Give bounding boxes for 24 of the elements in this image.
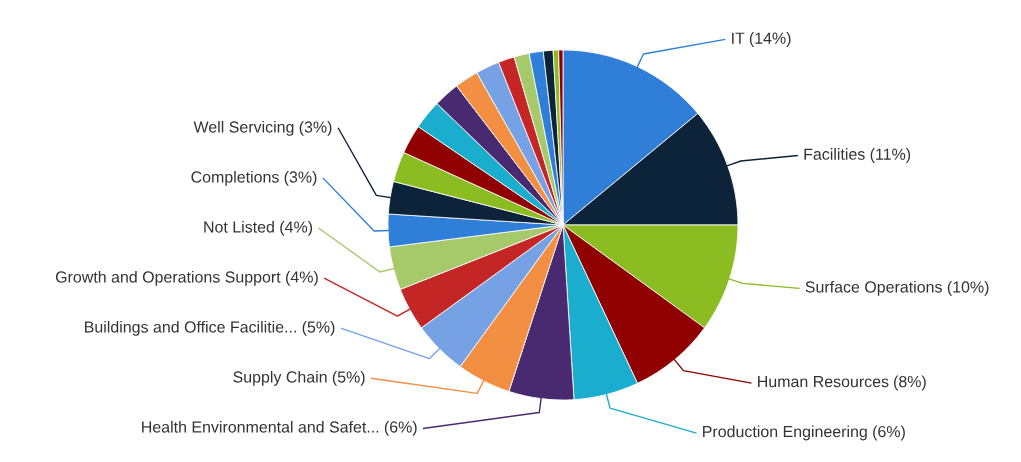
- slice-label: Completions: [191, 170, 279, 186]
- data-label: (8%): [894, 375, 926, 391]
- slice-label: Production Engineering: [703, 425, 867, 441]
- slice-label: Facilities: [804, 148, 865, 160]
- data-label: (11%): [870, 148, 911, 163]
- slice-label: Health Environmental and Safet...: [142, 420, 379, 433]
- slice-label: Human Resources: [758, 376, 889, 388]
- slice-label: Supply Chain: [233, 370, 327, 386]
- slice-label: Not Listed: [204, 220, 274, 233]
- slice-label: Well Servicing: [193, 120, 294, 136]
- data-label: (6%): [384, 420, 417, 436]
- data-label: (4%): [280, 220, 313, 236]
- data-label: (5%): [302, 320, 335, 336]
- data-label: (5%): [332, 370, 365, 386]
- slice-label: Surface Operations: [805, 280, 942, 296]
- data-label: (10%): [947, 280, 989, 296]
- data-label: (6%): [873, 425, 905, 441]
- slice-label: Buildings and Office Facilitie...: [85, 320, 296, 336]
- slice-label: Growth and Operations Support: [55, 270, 281, 286]
- data-label: (3%): [299, 120, 332, 136]
- data-label: (3%): [284, 170, 317, 186]
- data-label: (14%): [749, 32, 791, 47]
- slice-label: IT: [732, 32, 745, 44]
- data-label: (4%): [286, 270, 318, 286]
